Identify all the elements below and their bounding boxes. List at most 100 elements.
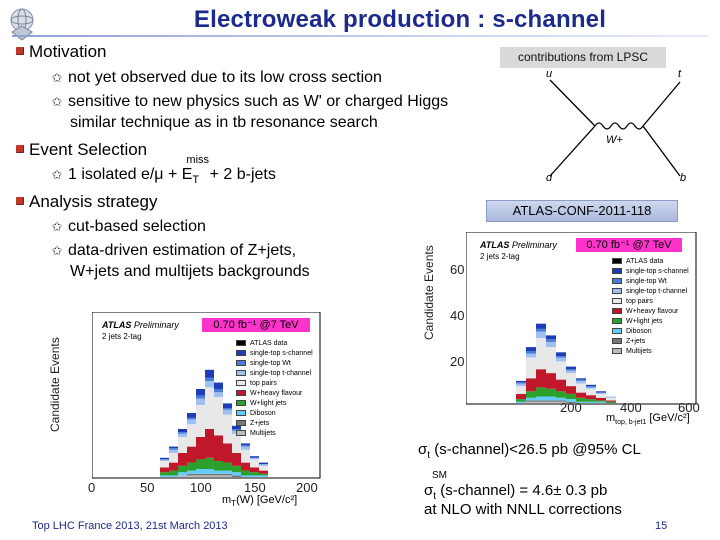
histogram-bin — [169, 446, 178, 449]
histogram-bin — [232, 453, 241, 466]
analysis-continuation: W+jets and multijets backgrounds — [70, 263, 310, 280]
histogram-bin — [556, 352, 566, 357]
histogram-bin — [536, 400, 546, 402]
legend-swatch — [612, 318, 622, 324]
histogram-bin — [205, 387, 214, 429]
histogram-bin — [516, 399, 526, 402]
legend-label: W+light jets — [626, 317, 663, 325]
histogram-bin — [214, 470, 223, 474]
legend-swatch — [612, 348, 622, 354]
legend-label: Diboson — [250, 409, 276, 417]
right-xtick: 200 — [560, 400, 582, 415]
left-plot-ylabel: Candidate Events — [48, 337, 62, 432]
histogram-bin — [536, 396, 546, 401]
histogram-bin — [546, 396, 556, 401]
page-number: 15 — [655, 520, 668, 532]
legend-item: W+heavy flavour — [236, 388, 313, 398]
right-atlas-label: ATLAS Preliminary — [480, 240, 557, 250]
legend-label: Multijets — [626, 347, 652, 355]
sm-text: (s-channel) = 4.6± 0.3 pb — [436, 482, 608, 499]
histogram-bin — [241, 449, 250, 463]
legend-item: Diboson — [612, 326, 689, 336]
left-plot: Candidate Events ATLAS Preliminary 2 jet… — [44, 308, 334, 520]
histogram-bin — [196, 389, 205, 396]
superscript-miss: miss — [186, 154, 210, 166]
legend-swatch — [236, 390, 246, 396]
histogram-bin — [187, 473, 196, 476]
legend-item: single-top s-channel — [236, 348, 313, 358]
item-text: + E — [163, 166, 193, 183]
histogram-bin — [196, 405, 205, 437]
histogram-bin — [586, 401, 596, 403]
item-text: + 2 b-jets — [205, 166, 276, 183]
histogram-bin — [214, 461, 223, 471]
legend-item: Z+jets — [236, 418, 313, 428]
histogram-bin — [526, 351, 536, 354]
histogram-bin — [516, 386, 526, 394]
star-bullet-icon: ✩ — [51, 70, 63, 85]
histogram-bin — [169, 453, 178, 463]
histogram-bin — [205, 429, 214, 458]
histogram-bin — [556, 401, 566, 403]
histogram-bin — [160, 467, 169, 473]
histogram-bin — [586, 384, 596, 387]
star-bullet-icon: ✩ — [51, 167, 63, 182]
histogram-bin — [566, 369, 576, 371]
legend-swatch — [236, 400, 246, 406]
preliminary-word: Preliminary — [133, 320, 179, 330]
histogram-bin — [556, 357, 566, 362]
histogram-bin — [196, 475, 205, 477]
histogram-bin — [187, 419, 196, 425]
histogram-bin — [214, 397, 223, 436]
histogram-bin — [536, 369, 546, 388]
xlabel-main: m — [606, 412, 616, 424]
histogram-bin — [205, 473, 214, 476]
section-analysis-strategy: Analysis strategy — [16, 192, 158, 212]
histogram-bin — [205, 475, 214, 477]
histogram-bin — [196, 459, 205, 469]
left-atlas-label: ATLAS Preliminary — [102, 320, 179, 330]
histogram-bin — [187, 462, 196, 471]
left-xtick: 0 — [88, 480, 96, 495]
histogram-bin — [259, 462, 268, 465]
histogram-bin — [526, 347, 536, 351]
right-tag-label: 2 jets 2-tag — [480, 252, 520, 261]
histogram-bin — [178, 437, 187, 453]
legend-label: single-top s-channel — [626, 267, 689, 275]
analysis-item: ✩ data-driven estimation of Z+jets, — [50, 242, 297, 260]
histogram-bin — [546, 341, 556, 348]
sm-prediction: σt SM (s-channel) = 4.6± 0.3 pb — [424, 470, 608, 502]
item-text: sensitive to new physics such as W' or c… — [68, 93, 449, 110]
legend-label: Z+jets — [250, 419, 270, 427]
legend-swatch — [236, 380, 246, 386]
atlas-word: ATLAS — [480, 240, 510, 250]
histogram-bin — [526, 378, 536, 392]
histogram-bin — [232, 472, 241, 476]
section-label: Analysis strategy — [29, 192, 158, 211]
histogram-bin — [566, 370, 576, 374]
legend-swatch — [612, 268, 622, 274]
histogram-bin — [232, 425, 241, 429]
histogram-bin — [223, 408, 232, 410]
histogram-bin — [223, 473, 232, 476]
histogram-bin — [196, 473, 205, 476]
histogram-bin — [178, 475, 187, 477]
histogram-bin — [223, 414, 232, 444]
histogram-bin — [214, 392, 223, 397]
legend-item: W+heavy flavour — [612, 306, 689, 316]
histogram-bin — [205, 377, 214, 381]
histogram-bin — [187, 424, 196, 447]
histogram-bin — [250, 472, 259, 476]
histogram-bin — [169, 462, 178, 471]
legend-label: single-top t-channel — [626, 287, 688, 295]
histogram-bin — [187, 417, 196, 420]
legend-swatch — [236, 360, 246, 366]
histogram-bin — [250, 456, 259, 458]
left-xtick: 100 — [190, 480, 212, 495]
xlabel-sub: top, b-jet1 — [615, 419, 647, 427]
legend-item: single-top t-channel — [236, 368, 313, 378]
histogram-bin — [259, 465, 268, 471]
histogram-bin — [214, 473, 223, 476]
diagram-label-b: b — [680, 172, 687, 184]
histogram-bin — [536, 338, 546, 370]
